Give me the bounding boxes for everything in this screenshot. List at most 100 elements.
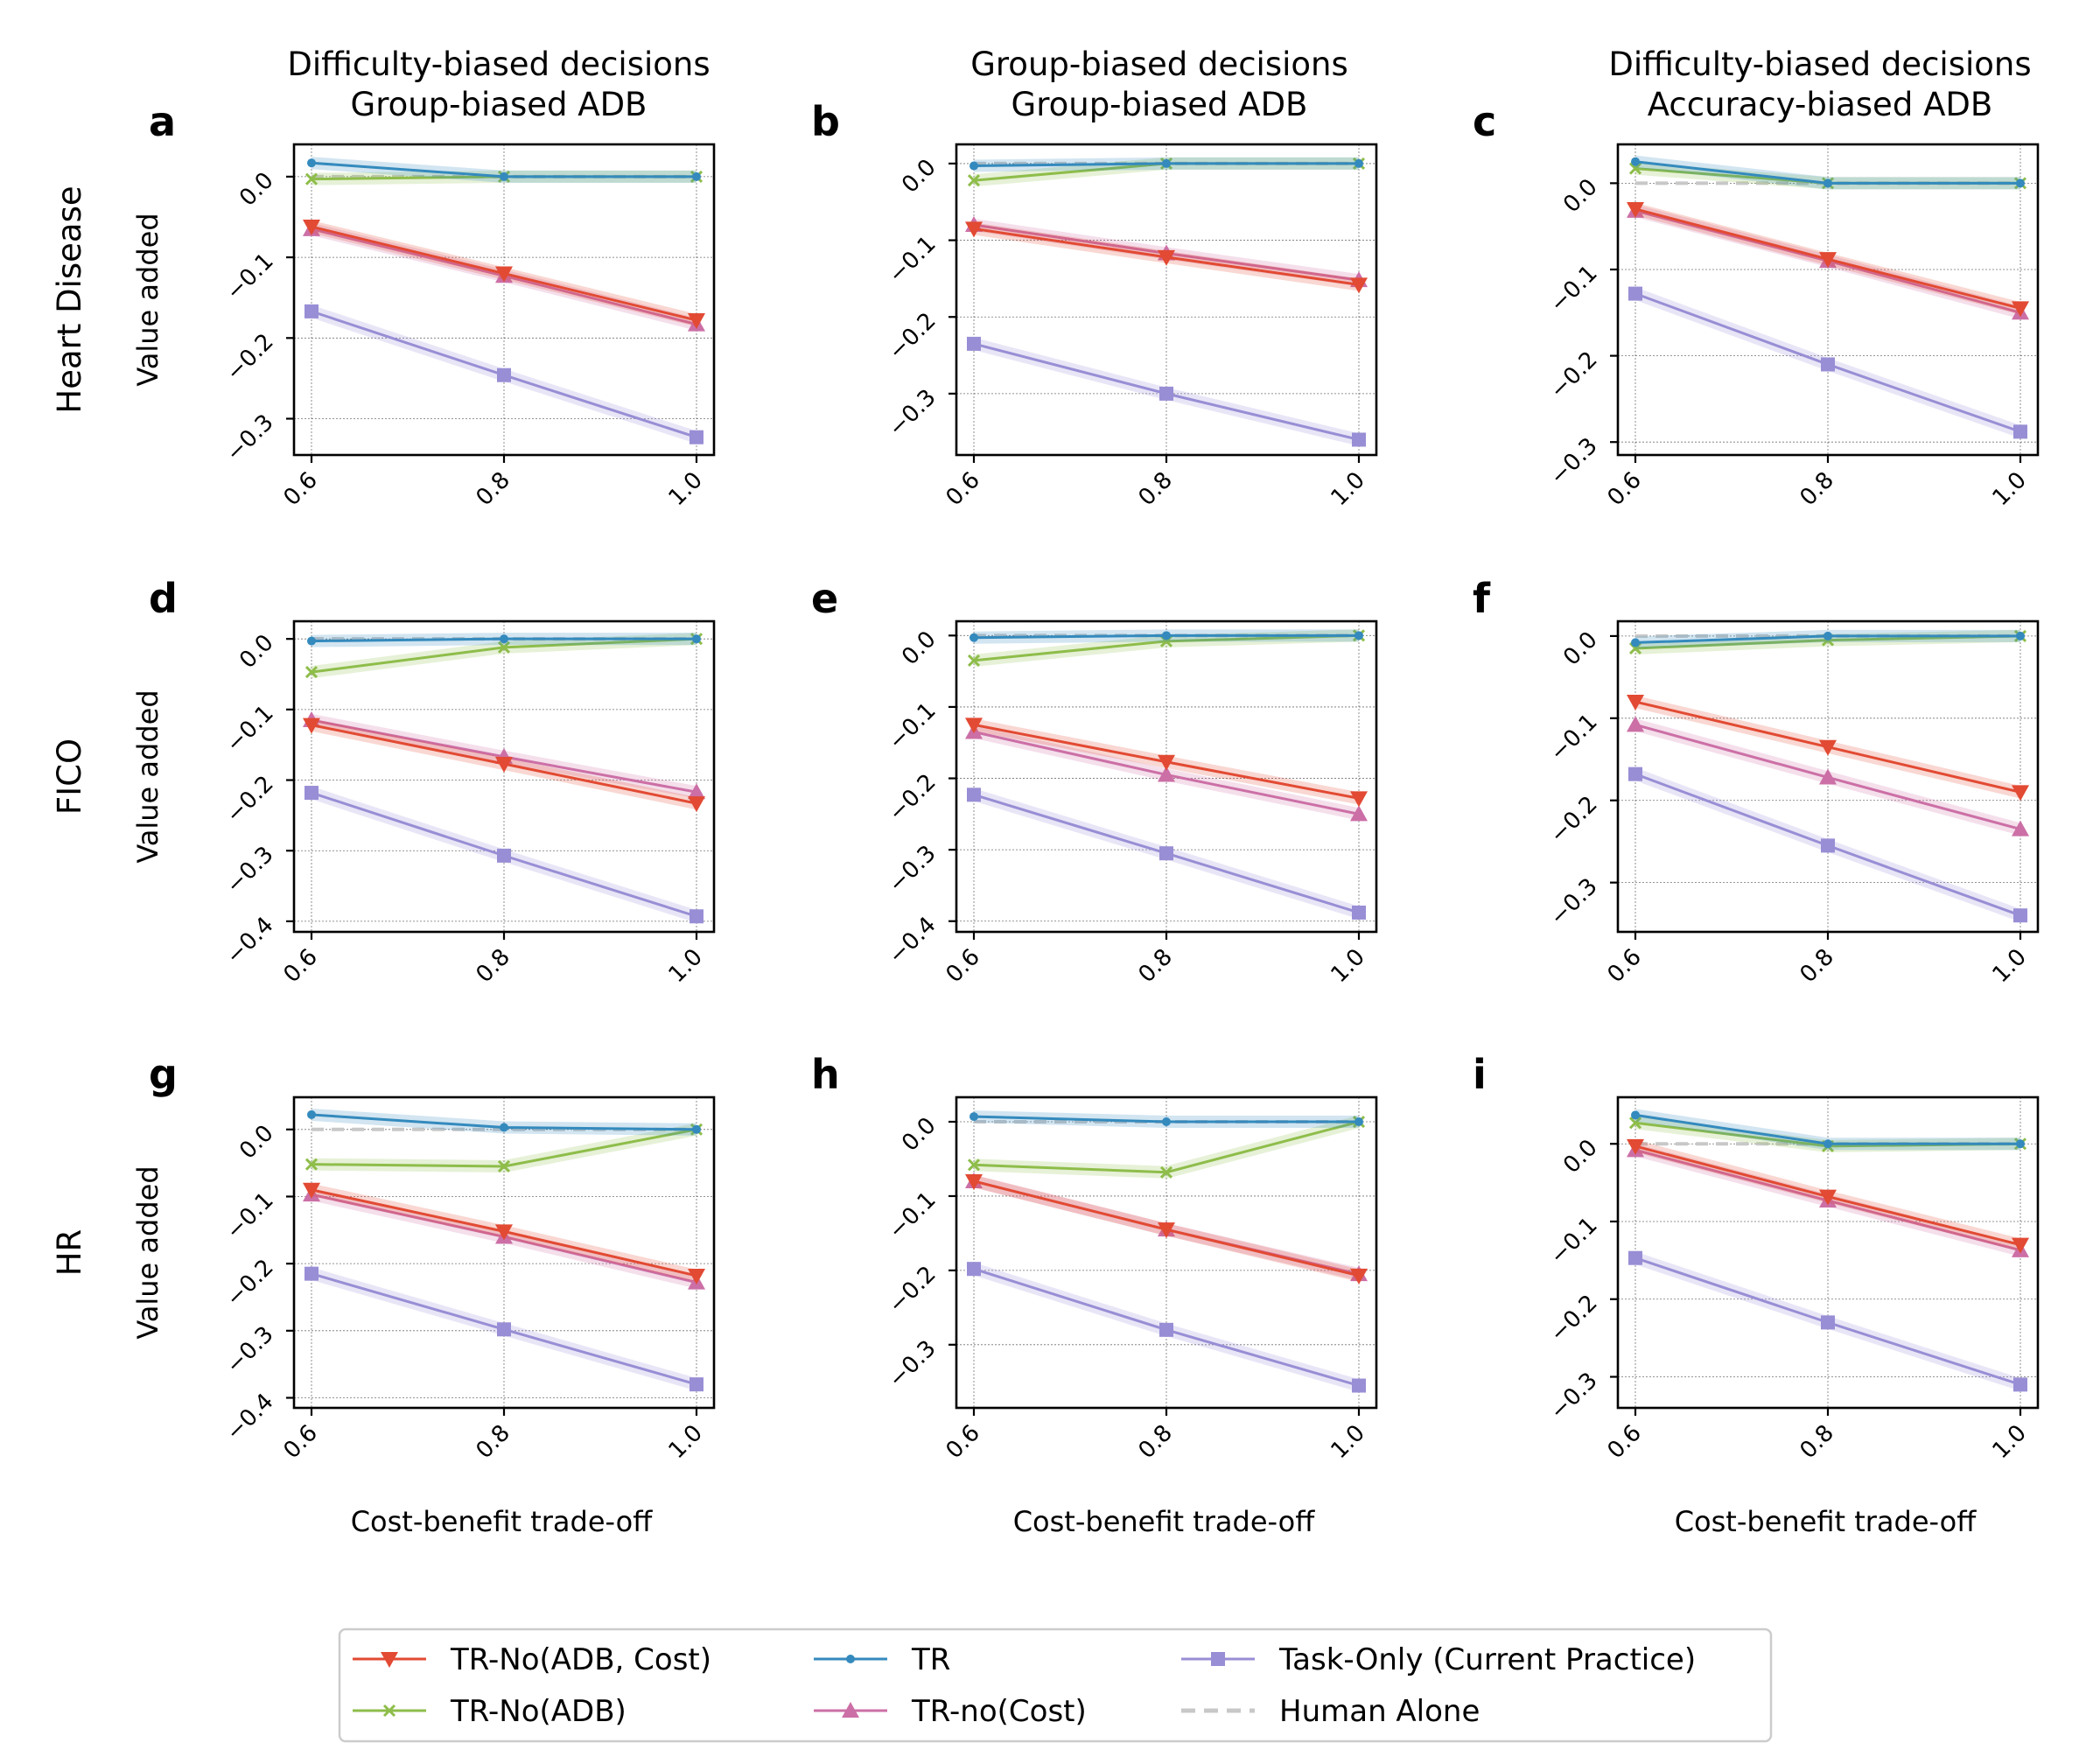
panel-letter: c: [1473, 98, 1496, 145]
data-point: [1159, 846, 1173, 861]
data-point: [967, 336, 981, 351]
series-task_only: [967, 336, 1366, 447]
data-point: [307, 1110, 316, 1119]
series-tr_no_adb_cost: [965, 1173, 1368, 1284]
data-point: [1821, 357, 1835, 372]
x-tick-label: 0.8: [1133, 1420, 1177, 1464]
column-title-1: Difficulty-biased decisions: [287, 46, 710, 83]
series-task_only: [967, 1262, 1366, 1393]
panel-letter: d: [149, 575, 178, 622]
data-point: [1352, 1378, 1366, 1393]
x-tick-label: 0.6: [278, 1420, 322, 1464]
y-tick-label: −0.2: [221, 771, 279, 829]
data-point: [1159, 1166, 1173, 1179]
data-point: [500, 172, 508, 181]
y-tick-label: −0.2: [1545, 791, 1603, 849]
y-tick-label: 0.0: [897, 626, 941, 670]
panel-letter: a: [149, 98, 176, 145]
x-tick-label: 1.0: [663, 1420, 707, 1464]
panel-letter: e: [811, 575, 838, 622]
y-tick-label: 0.0: [897, 1112, 941, 1156]
data-point: [1628, 766, 1642, 781]
legend-marker: [842, 1702, 859, 1718]
data-point: [1159, 1322, 1173, 1337]
y-tick-label: −0.3: [1545, 873, 1603, 931]
data-point: [1162, 1117, 1171, 1127]
row-label-1: Heart Disease: [51, 186, 88, 413]
panel-b: b 0.0 −0.1 −0.2 −0.3 0.6 0.8 1.0: [811, 98, 1378, 511]
legend-item-tr_no_adb_cost: TR-No(ADB, Cost): [353, 1642, 711, 1677]
panel-letter: f: [1473, 575, 1491, 622]
data-point: [1627, 201, 1644, 218]
data-point: [1824, 1139, 1832, 1149]
y-tick-label: −0.3: [221, 410, 279, 467]
series-tr: [307, 1108, 701, 1136]
data-point: [303, 1182, 320, 1199]
data-point: [1628, 286, 1642, 301]
x-tick-label: 0.8: [1133, 467, 1177, 511]
x-tick-label: 1.0: [1987, 467, 2031, 511]
y-tick-label: −0.3: [884, 1335, 942, 1393]
data-point: [1821, 838, 1835, 853]
series-tr_no_adb_cost: [965, 221, 1368, 294]
y-axis-label: Value added: [131, 213, 164, 386]
y-tick-label: −0.1: [221, 700, 279, 758]
x-tick-label: 0.8: [471, 1420, 514, 1464]
data-point: [1158, 1222, 1175, 1239]
y-tick-label: −0.2: [221, 1255, 279, 1312]
x-tick-label: 0.6: [941, 467, 984, 511]
data-point: [304, 304, 318, 318]
data-point: [690, 1377, 704, 1392]
panel-letter: h: [811, 1051, 840, 1098]
data-point: [692, 634, 701, 644]
series-task_only: [304, 1266, 704, 1392]
series-task_only: [304, 786, 704, 924]
data-point: [500, 1123, 508, 1132]
data-point: [1819, 768, 1837, 785]
panel-f: f 0.0 −0.1 −0.2 −0.3 0.6 0.8 1.0: [1473, 575, 2040, 988]
series-tr_no_adb: [967, 629, 1366, 667]
data-point: [2012, 785, 2029, 802]
y-tick-label: −0.2: [1545, 346, 1603, 404]
legend-item-tr_no_cost: TR-no(Cost): [814, 1694, 1087, 1729]
panel-e: e 0.0 −0.1 −0.2 −0.3 −0.4 0.6 0.8 1.0: [811, 575, 1378, 988]
data-point: [1819, 739, 1837, 756]
x-axis-label: Cost-benefit trade-off: [1013, 1505, 1316, 1538]
data-point: [1821, 1315, 1835, 1330]
series-task_only: [1628, 1250, 2027, 1392]
legend-label: Human Alone: [1279, 1694, 1480, 1729]
series-tr: [1631, 155, 2025, 190]
panel-letter: i: [1473, 1051, 1487, 1098]
data-point: [965, 221, 983, 238]
data-point: [497, 368, 511, 382]
data-point: [967, 174, 981, 187]
data-point: [1627, 695, 1644, 711]
y-tick-label: 0.0: [1558, 1135, 1602, 1179]
y-tick-label: 0.0: [234, 630, 278, 674]
series-tr_no_adb_cost: [965, 718, 1368, 808]
x-tick-label: 0.8: [1133, 944, 1177, 988]
series-task_only: [967, 788, 1366, 920]
data-point: [1354, 158, 1363, 168]
data-point: [1631, 1110, 1640, 1120]
series-tr_no_adb_cost: [1627, 695, 2029, 802]
panel-d: d 0.0 −0.1 −0.2 −0.3 −0.4 0.6 0.8 1.0 Value added: [131, 575, 716, 988]
data-point: [1631, 638, 1640, 648]
data-point: [2012, 1237, 2029, 1254]
x-tick-label: 1.0: [663, 944, 707, 988]
y-tick-label: −0.4: [221, 912, 279, 970]
data-point: [1354, 631, 1363, 640]
data-point: [1354, 1117, 1363, 1127]
x-tick-label: 1.0: [1326, 467, 1369, 511]
y-tick-label: −0.4: [884, 912, 942, 970]
x-tick-label: 1.0: [1987, 944, 2031, 988]
x-tick-label: 0.8: [1795, 467, 1838, 511]
data-point: [2013, 424, 2027, 439]
data-point: [1350, 277, 1368, 294]
y-tick-label: −0.3: [1545, 433, 1603, 491]
y-tick-label: −0.3: [884, 841, 942, 899]
y-axis-label: Value added: [131, 1166, 164, 1339]
y-tick-label: −0.3: [221, 842, 279, 900]
panel-letter: b: [811, 98, 840, 145]
